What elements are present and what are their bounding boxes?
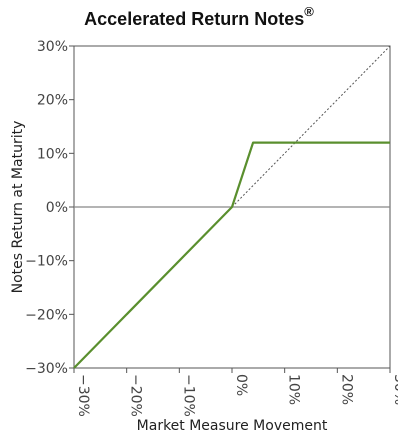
chart-title-text: Accelerated Return Notes	[84, 9, 305, 29]
diagonal-reference-line	[231, 45, 391, 208]
x-tick-label: −30%	[75, 374, 91, 417]
y-tick-label: −10%	[25, 254, 68, 270]
y-tick-label: 30%	[37, 39, 68, 55]
y-tick-label: −20%	[25, 307, 68, 323]
x-tick-label: 10%	[286, 374, 302, 405]
y-tick-label: 0%	[46, 200, 68, 216]
x-axis-title: Market Measure Movement	[137, 418, 328, 434]
x-tick-label: −20%	[128, 374, 144, 417]
ticks-layer: −30% −20% −10% 0% 10% 20% 30% −30% −20% −10% 0% 10%…	[25, 39, 398, 417]
registered-mark: ®	[304, 4, 314, 19]
y-tick-label: 20%	[37, 93, 68, 109]
notes-return-line	[73, 141, 390, 369]
y-tick-label: 10%	[37, 146, 68, 162]
x-tick-label: −10%	[180, 374, 196, 417]
y-tick-label: −30%	[25, 361, 68, 377]
chart-title: Accelerated Return Notes®	[0, 4, 398, 30]
x-tick-label: 30%	[391, 374, 398, 405]
lines-layer	[73, 45, 391, 369]
x-tick-label: 20%	[338, 374, 354, 405]
y-axis-title: Notes Return at Maturity	[10, 121, 26, 294]
x-tick-label: 0%	[233, 374, 249, 396]
